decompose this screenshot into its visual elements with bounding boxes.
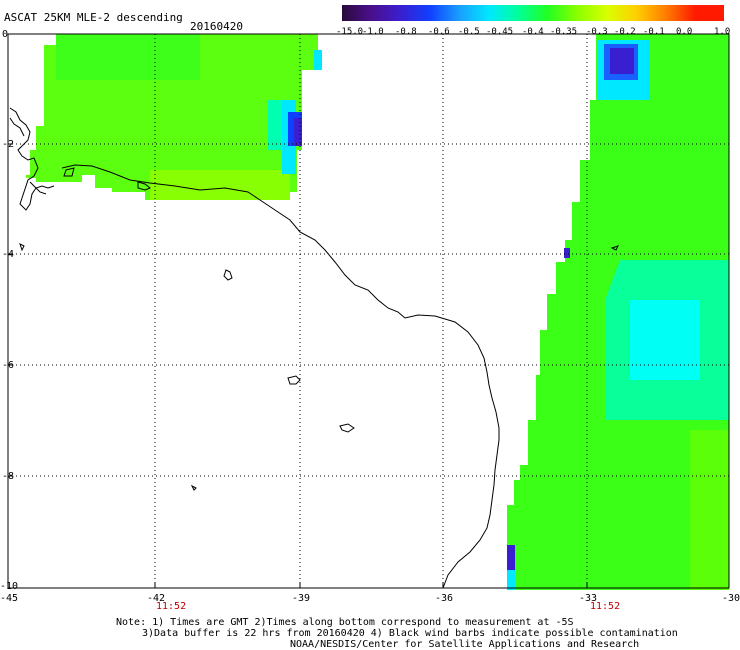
swath-east-left-cyan [507, 570, 515, 590]
note-line-1: Note: 1) Times are GMT 2)Times along bot… [116, 617, 574, 628]
x-tick-label: -30 [722, 593, 740, 604]
colorbar-swatch [665, 5, 695, 21]
swath-east-left-blue [507, 545, 515, 575]
swath-west-band [150, 170, 290, 200]
colorbar-label: -0.6 [428, 27, 450, 37]
y-tick-label: -8 [2, 471, 15, 482]
island-3 [339, 423, 355, 433]
colorbar-label: 1.0 [714, 27, 731, 37]
x-tick-label: -33 [579, 593, 598, 604]
colorbar-label: -0.3 [586, 27, 608, 37]
map-date: 20160420 [190, 20, 243, 33]
swath-east-lime [690, 430, 729, 590]
tick-marks [8, 143, 588, 588]
colorbar-swatch [635, 5, 666, 21]
island-1 [223, 269, 233, 281]
colorbar-swatch [371, 5, 401, 21]
time-label: 11:52 [156, 601, 187, 612]
colorbar-label: -0.4 [522, 27, 544, 37]
island-4 [190, 484, 197, 491]
island-2 [287, 375, 301, 385]
note-line-3: NOAA/NESDIS/Center for Satellite Applica… [290, 639, 640, 650]
island-8 [63, 167, 75, 177]
colorbar-swatch [488, 5, 519, 21]
swath-west-edge [314, 50, 322, 70]
colorbar-label: -0.45 [486, 27, 514, 37]
coastline-river [29, 181, 47, 195]
swath-west-bright [56, 34, 200, 80]
colorbar-swatch [459, 5, 489, 21]
colorbar-label: -0.35 [550, 27, 578, 37]
island-5 [19, 243, 25, 252]
colorbar-swatches [342, 5, 725, 21]
colorbar-label: -0.2 [614, 27, 636, 37]
map-title: ASCAT 25KM MLE-2 descending [4, 11, 183, 24]
colorbar-swatch [400, 5, 431, 21]
coastline-islet [9, 117, 25, 137]
colorbar-swatch [518, 5, 548, 21]
x-tick-label: -42 [147, 593, 166, 604]
island-6 [610, 245, 619, 251]
coastline-islands-west [9, 107, 55, 211]
colorbar-label: -0.8 [395, 27, 417, 37]
colorbar-labels: -15.0 -1.0 -0.8 -0.6 -0.5 -0.45 -0.4 -0.… [336, 27, 736, 39]
y-tick-label: -6 [2, 360, 15, 371]
swath-west-navy [294, 118, 302, 146]
colorbar-swatch [606, 5, 636, 21]
y-tick-label: -2 [2, 139, 15, 150]
colorbar-swatch [694, 5, 725, 21]
map-frame [7, 33, 730, 589]
coastline-main [61, 164, 500, 589]
colorbar-swatch [430, 5, 460, 21]
colorbar-label: -0.1 [643, 27, 665, 37]
colorbar [342, 5, 725, 21]
x-tick-label: -39 [292, 593, 311, 604]
colorbar-swatch [342, 5, 372, 21]
colorbar-label: -0.5 [458, 27, 480, 37]
x-tick-label: -45 [0, 593, 19, 604]
note-line-2: 3)Data buffer is 22 hrs from 20160420 4)… [142, 628, 678, 639]
coastline [9, 107, 619, 589]
colorbar-swatch [577, 5, 607, 21]
y-tick-label: -10 [0, 581, 19, 592]
swath-east-top-navy [610, 48, 634, 74]
colorbar-label: -1.0 [362, 27, 384, 37]
colorbar-swatch [547, 5, 578, 21]
y-tick-label: -4 [2, 249, 15, 260]
swath-east-cyan-core [630, 300, 700, 380]
swath-east-dot [564, 248, 570, 258]
data-swath-west [26, 34, 322, 200]
graticule [8, 34, 729, 588]
y-tick-label: 0 [2, 29, 9, 40]
data-swath-east [507, 34, 729, 590]
x-tick-label: -36 [435, 593, 454, 604]
time-label: 11:52 [590, 601, 621, 612]
colorbar-label: -15.0 [336, 27, 364, 37]
colorbar-label: 0.0 [676, 27, 693, 37]
island-7 [137, 181, 151, 191]
